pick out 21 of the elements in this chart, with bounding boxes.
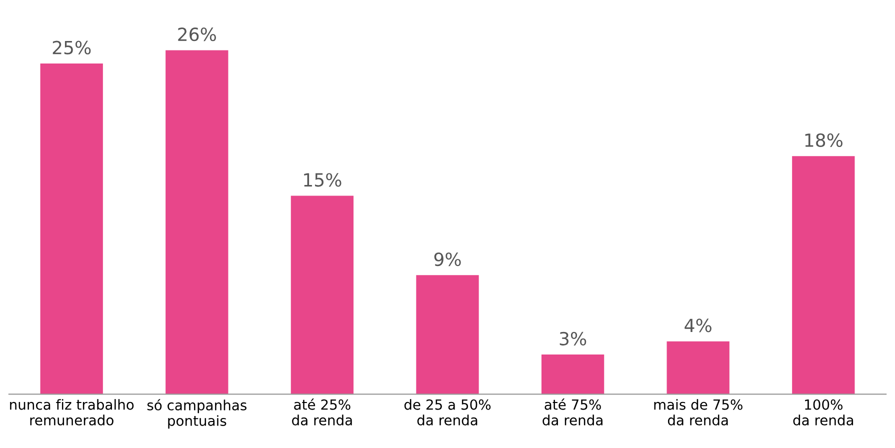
bar [166,50,228,394]
data-label: 25% [52,40,91,54]
data-label: 18% [805,133,842,148]
bar [666,341,730,394]
bar [541,354,604,394]
x-tick-label: até 25% da renda [292,398,352,426]
bar [416,275,479,394]
x-tick-label: nunca fiz trabalho remunerado [10,399,134,426]
data-label: 26% [178,28,216,42]
x-tick-label: só campanhas pontuais [147,399,246,429]
x-tick-label: de 25 a 50% da renda [404,399,491,426]
x-tick-label: até 75% da renda [542,398,602,426]
data-label: 3% [560,332,586,346]
data-label: 9% [434,252,461,266]
x-tick-label: mais de 75% da renda [654,399,742,426]
x-tick-label: 100% da renda [793,399,854,426]
data-label: 4% [684,318,712,332]
bar [40,63,103,394]
bar [792,156,855,394]
bar [290,196,354,394]
data-label: 15% [304,173,342,187]
